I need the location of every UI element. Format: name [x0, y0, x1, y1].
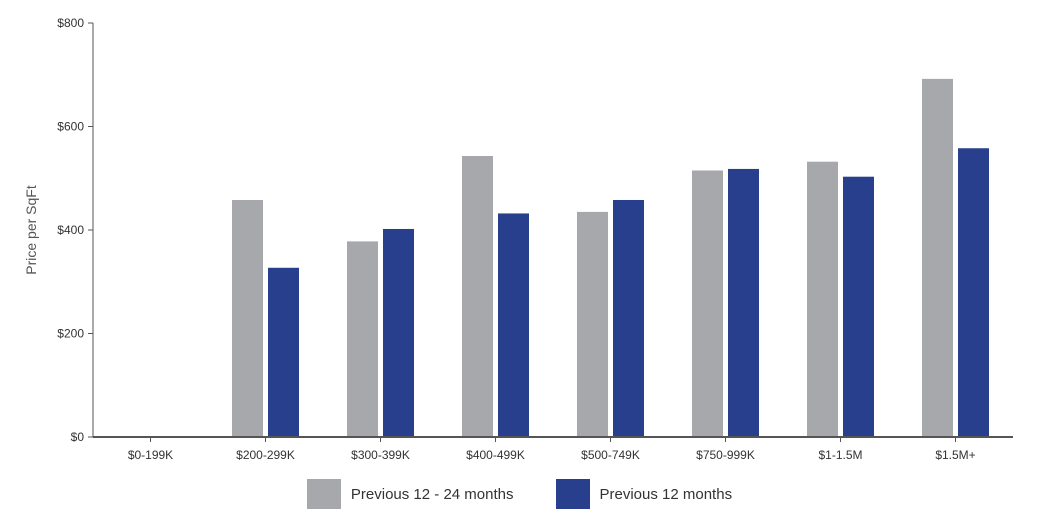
- bar-chart: $0 $200 $400 $600 $800 $0-199K $200-299K $300-…: [23, 16, 1013, 462]
- bar-series-1[interactable]: [577, 211, 608, 437]
- y-tick-label: $400: [57, 223, 84, 237]
- x-tick-label: $1-1.5M: [818, 448, 862, 462]
- y-axis-ticks: $0 $200 $400 $600 $800: [57, 16, 93, 444]
- bar-series-1[interactable]: [462, 155, 493, 437]
- legend-label-series-1: Previous 12 - 24 months: [350, 485, 514, 503]
- bar-series-1[interactable]: [232, 199, 263, 437]
- y-tick-label: $200: [57, 327, 84, 341]
- legend-label-series-2: Previous 12 months: [599, 485, 733, 503]
- bar-series-2[interactable]: [728, 168, 759, 437]
- y-tick-label: $800: [57, 16, 84, 30]
- legend-swatch-series-1: [306, 479, 341, 509]
- y-tick-label: $600: [57, 120, 84, 134]
- bar-series-2[interactable]: [843, 176, 874, 437]
- legend: Previous 12 - 24 months Previous 12 mont…: [0, 478, 1039, 510]
- x-tick-label: $1.5M+: [935, 448, 975, 462]
- bar-series-2[interactable]: [383, 228, 414, 437]
- bar-series-1[interactable]: [692, 170, 723, 438]
- bar-series-2[interactable]: [613, 199, 644, 437]
- bar-series-2[interactable]: [958, 148, 989, 438]
- y-tick-label: $0: [71, 430, 85, 444]
- x-axis-ticks: $0-199K $200-299K $300-399K $400-499K $500-7…: [128, 437, 976, 462]
- bar-series-1[interactable]: [347, 241, 378, 437]
- y-axis-title: Price per SqFt: [23, 185, 39, 275]
- bar-series-2[interactable]: [268, 267, 299, 437]
- bar-series-2[interactable]: [498, 213, 529, 437]
- x-tick-label: $750-999K: [696, 448, 755, 462]
- x-tick-label: $500-749K: [581, 448, 640, 462]
- x-tick-label: $200-299K: [236, 448, 295, 462]
- legend-swatch-series-2: [555, 479, 590, 509]
- x-tick-label: $0-199K: [128, 448, 173, 462]
- bar-series-1[interactable]: [807, 161, 838, 437]
- bars: [232, 78, 989, 438]
- legend-item-series-1[interactable]: Previous 12 - 24 months: [306, 479, 514, 509]
- bar-series-1[interactable]: [922, 78, 953, 437]
- x-tick-label: $400-499K: [466, 448, 525, 462]
- legend-item-series-2[interactable]: Previous 12 months: [555, 479, 733, 509]
- x-tick-label: $300-399K: [351, 448, 410, 462]
